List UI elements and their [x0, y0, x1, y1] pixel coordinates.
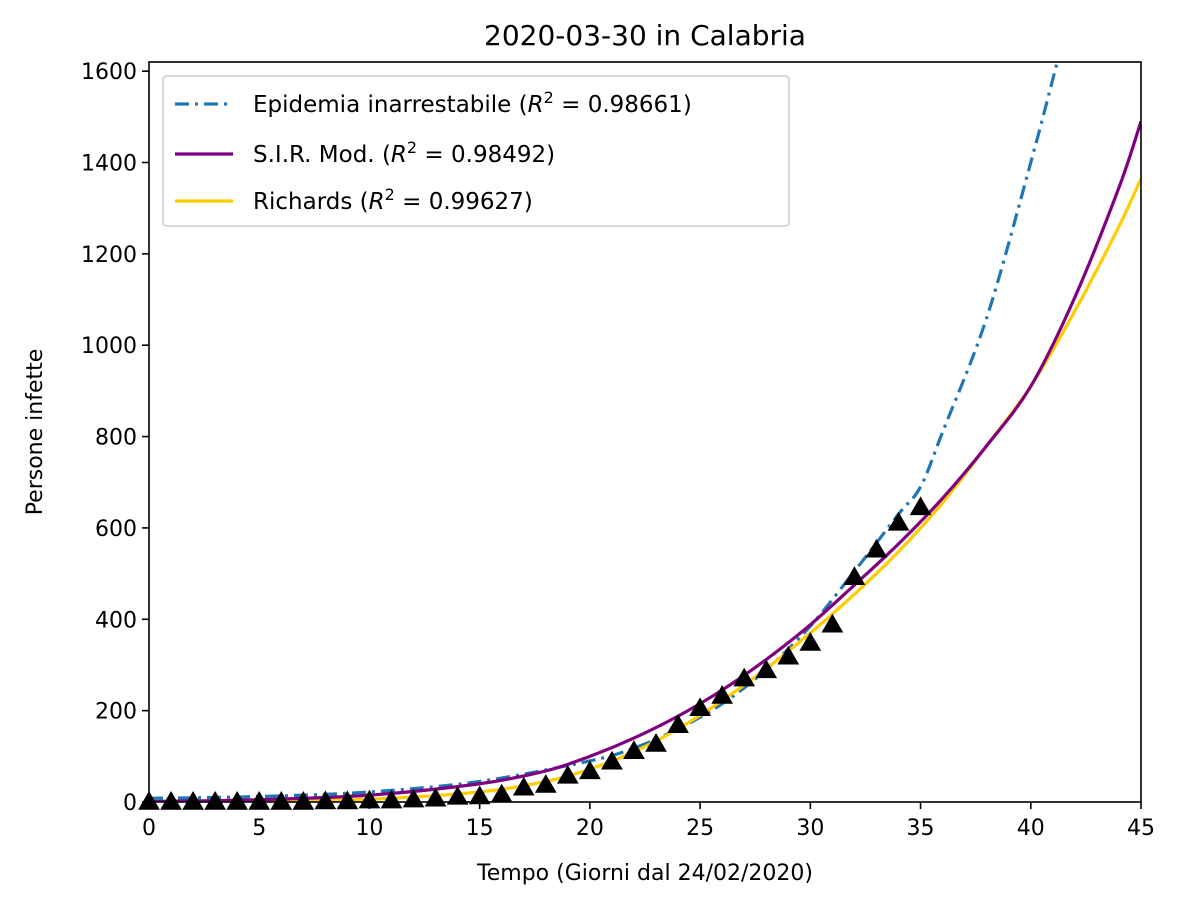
y-axis: 0 200 400 600 800 1000 1200 1400 1600 [81, 60, 149, 816]
legend-series-name-epidemia: Epidemia inarrestabile [253, 92, 511, 118]
y-tick-label: 1200 [81, 243, 137, 268]
x-tick-label: 0 [142, 816, 156, 841]
data-point [512, 776, 535, 796]
y-tick-label: 1600 [81, 60, 137, 85]
y-tick-label: 200 [95, 700, 137, 725]
y-tick-label: 400 [95, 608, 137, 633]
x-tick-label: 40 [1017, 816, 1045, 841]
y-axis-label: Persone infette [23, 349, 48, 516]
data-point [733, 667, 756, 687]
data-point [160, 791, 182, 810]
data-point [336, 790, 359, 810]
x-tick-label: 25 [686, 816, 714, 841]
y-tick-label: 1000 [81, 334, 137, 359]
y-tick-label: 0 [123, 791, 137, 816]
legend-r2-epidemia: 0.98661 [588, 92, 683, 118]
data-point [711, 685, 734, 704]
legend-box [162, 75, 790, 227]
data-point [865, 538, 888, 558]
legend-label-richards: Richards (R2 = 0.99627) [253, 185, 533, 215]
x-axis: 0 5 10 15 20 25 30 35 40 45 [142, 802, 1155, 841]
data-point [689, 697, 711, 717]
legend-series-name-sir: S.I.R. Mod. [253, 142, 375, 168]
data-point [887, 511, 910, 531]
data-point [182, 791, 204, 810]
data-point [821, 613, 844, 633]
data-point [292, 791, 315, 810]
observed-points [138, 496, 932, 810]
legend-r2-richards: 0.99627 [429, 189, 524, 215]
x-tick-label: 35 [907, 816, 935, 841]
data-point [579, 760, 601, 780]
x-tick-label: 5 [252, 816, 266, 841]
data-point [601, 750, 623, 770]
data-point [248, 791, 271, 810]
legend-label-sir: S.I.R. Mod. (R2 = 0.98492) [253, 138, 555, 168]
data-point [645, 732, 667, 752]
legend-label-epidemia: Epidemia inarrestabile (R2 = 0.98661) [253, 88, 692, 118]
series-line-1 [149, 120, 1141, 802]
x-tick-label: 30 [796, 816, 824, 841]
data-point [623, 740, 645, 759]
y-tick-label: 800 [95, 426, 137, 451]
x-tick-label: 10 [355, 816, 383, 841]
x-tick-label: 20 [576, 816, 604, 841]
plot-frame [148, 61, 1142, 803]
data-point [909, 496, 932, 516]
data-point [270, 791, 293, 810]
y-tick-label: 600 [95, 517, 137, 542]
x-tick-label: 15 [466, 816, 494, 841]
data-point [314, 790, 337, 810]
legend-series-name-richards: Richards [253, 189, 352, 215]
chart-title: 2020-03-30 in Calabria [484, 19, 806, 52]
data-point [755, 659, 778, 679]
x-tick-label: 45 [1127, 816, 1155, 841]
legend: Epidemia inarrestabile (R2 = 0.98661) S.… [162, 75, 790, 227]
data-point [777, 645, 800, 665]
data-point [799, 632, 822, 651]
data-point [556, 764, 579, 784]
series-line-2 [149, 177, 1141, 802]
x-axis-label: Tempo (Giorni dal 24/02/2020) [476, 861, 813, 886]
data-point [380, 789, 403, 809]
legend-r2-sir: 0.98492 [451, 142, 546, 168]
data-point [446, 785, 469, 805]
y-tick-label: 1400 [81, 151, 137, 176]
data-point [843, 566, 866, 585]
data-point [358, 789, 381, 809]
data-point [534, 774, 557, 793]
data-point [468, 785, 491, 805]
data-point [204, 791, 227, 810]
data-point [226, 791, 249, 810]
data-point [667, 714, 689, 733]
